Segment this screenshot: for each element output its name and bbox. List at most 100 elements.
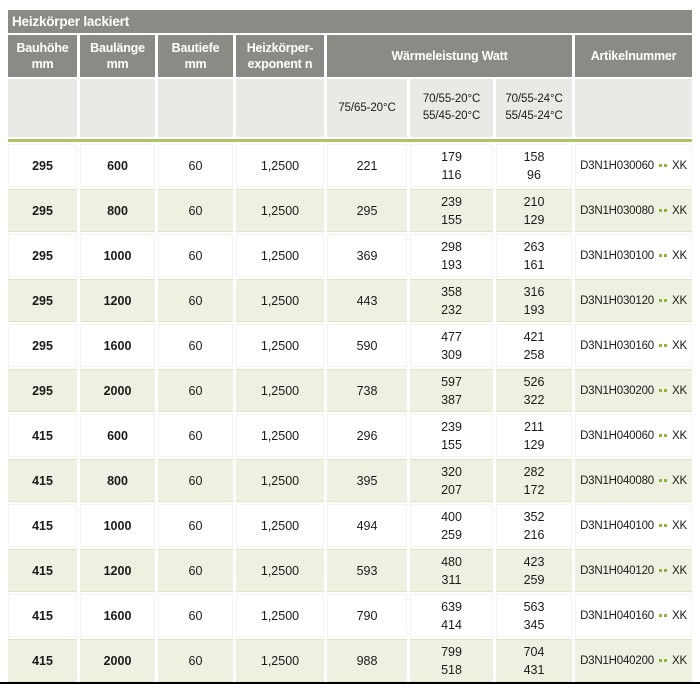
cell-exponent: 1,2500	[236, 324, 324, 367]
cell-bautiefe: 60	[158, 369, 233, 412]
header-unit: mm	[31, 57, 54, 71]
header-label: Bauhöhe	[16, 41, 69, 55]
value-line: 60	[188, 608, 203, 623]
value-line: 282	[523, 464, 545, 479]
value-line: 395	[356, 473, 378, 488]
green-accent-rule	[8, 139, 692, 142]
value-line: 295	[32, 203, 53, 218]
value-line: 1,2500	[260, 473, 300, 488]
cell-watt-75-65: 221	[327, 144, 407, 187]
artikel-code: D3N1H040160	[580, 609, 654, 622]
value-line: 415	[32, 563, 53, 578]
cell-watt-70-55-20: 239 155	[410, 414, 493, 457]
value-line: 799	[441, 644, 462, 659]
cell-exponent: 1,2500	[236, 459, 324, 502]
value-line: 518	[441, 662, 462, 677]
header-unit: mm	[184, 57, 207, 71]
value-line: 155	[441, 212, 462, 227]
cell-bauhoehe: 295	[8, 189, 77, 232]
cell-watt-70-55-24: 282 172	[496, 459, 572, 502]
green-dots-icon	[658, 388, 667, 393]
value-line: 60	[188, 428, 203, 443]
cell-exponent: 1,2500	[236, 189, 324, 232]
value-line: 295	[32, 248, 53, 263]
value-line: 207	[441, 482, 462, 497]
artikel-code: D3N1H040120	[580, 564, 654, 577]
cell-artikelnummer: D3N1H030100 XK	[575, 234, 692, 277]
artikel-suffix: XK	[671, 159, 687, 172]
cell-watt-70-55-20: 239 155	[410, 189, 493, 232]
artikel-suffix: XK	[671, 564, 687, 577]
cell-exponent: 1,2500	[236, 369, 324, 412]
cell-bautiefe: 60	[158, 189, 233, 232]
value-line: 704	[523, 644, 545, 659]
cell-watt-70-55-24: 210 129	[496, 189, 572, 232]
cell-artikelnummer: D3N1H030060 XK	[575, 144, 692, 187]
cell-artikelnummer: D3N1H040200 XK	[575, 639, 692, 682]
value-line: 1200	[103, 293, 132, 308]
cell-artikelnummer: D3N1H030200 XK	[575, 369, 692, 412]
cell-watt-70-55-24: 563 345	[496, 594, 572, 637]
green-dots-icon	[658, 208, 667, 213]
value-line: 1,2500	[260, 653, 300, 668]
value-line: 1,2500	[260, 248, 300, 263]
value-line: 800	[107, 473, 128, 488]
cell-watt-75-65: 443	[327, 279, 407, 322]
cell-bautiefe: 60	[158, 324, 233, 367]
cell-exponent: 1,2500	[236, 594, 324, 637]
header-bautiefe: Bautiefe mm	[158, 35, 233, 77]
cell-bauhoehe: 295	[8, 279, 77, 322]
value-line: 443	[356, 293, 378, 308]
value-line: 1,2500	[260, 293, 300, 308]
cell-watt-75-65: 494	[327, 504, 407, 547]
subheader-empty-artikel	[575, 79, 692, 137]
value-line: 790	[356, 608, 378, 623]
cell-bauhoehe: 295	[8, 144, 77, 187]
cell-watt-70-55-24: 158 96	[496, 144, 572, 187]
subheader-empty-baulaenge	[80, 79, 155, 137]
value-line: 1,2500	[260, 563, 300, 578]
value-line: 179	[441, 149, 462, 164]
green-dots-icon	[658, 523, 667, 528]
value-line: 193	[523, 302, 545, 317]
artikel-suffix: XK	[671, 339, 687, 352]
value-line: 1600	[103, 338, 132, 353]
cell-artikelnummer: D3N1H040100 XK	[575, 504, 692, 547]
value-line: 415	[32, 428, 53, 443]
value-line: 259	[441, 527, 462, 542]
value-line: 60	[188, 248, 203, 263]
value-line: 309	[441, 347, 462, 362]
cell-bautiefe: 60	[158, 459, 233, 502]
subheader-temp-75-65: 75/65-20°C	[327, 79, 407, 137]
cell-watt-75-65: 369	[327, 234, 407, 277]
cell-watt-70-55-24: 316 193	[496, 279, 572, 322]
artikel-code: D3N1H040060	[580, 429, 654, 442]
green-dots-icon	[658, 478, 667, 483]
value-line: 600	[107, 158, 128, 173]
value-line: 295	[32, 383, 53, 398]
value-line: 1,2500	[260, 203, 300, 218]
cell-baulaenge: 1600	[80, 594, 155, 637]
header-exponent: Heizkörper- exponent n	[236, 35, 324, 77]
value-line: 1,2500	[260, 428, 300, 443]
green-dots-icon	[658, 343, 667, 348]
cell-baulaenge: 1600	[80, 324, 155, 367]
green-dots-icon	[658, 568, 667, 573]
value-line: 320	[441, 464, 462, 479]
value-line: 311	[441, 572, 462, 587]
cell-watt-75-65: 738	[327, 369, 407, 412]
artikel-code: D3N1H040080	[580, 474, 654, 487]
cell-watt-70-55-20: 400 259	[410, 504, 493, 547]
temp-condition: 70/55-20°C	[422, 93, 481, 105]
cell-watt-70-55-24: 421 258	[496, 324, 572, 367]
value-line: 352	[523, 509, 545, 524]
cell-baulaenge: 1200	[80, 279, 155, 322]
value-line: 494	[356, 518, 378, 533]
artikel-suffix: XK	[671, 384, 687, 397]
value-line: 322	[523, 392, 545, 407]
cell-bautiefe: 60	[158, 414, 233, 457]
cell-bautiefe: 60	[158, 504, 233, 547]
header-label: Artikelnummer	[590, 49, 677, 63]
artikel-code: D3N1H040200	[580, 654, 654, 667]
value-line: 590	[356, 338, 378, 353]
